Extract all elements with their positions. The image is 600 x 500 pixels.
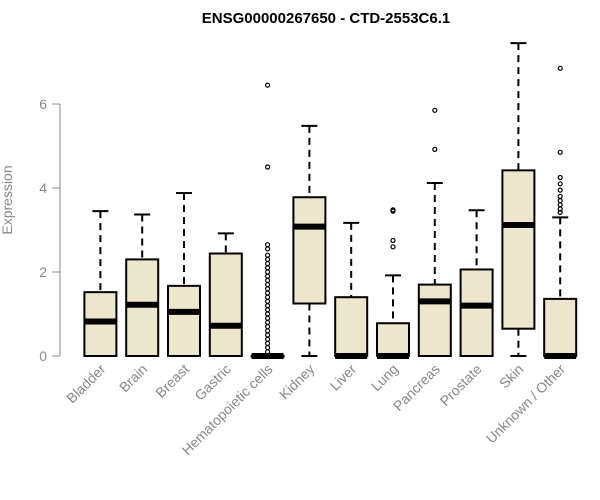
outlier-point (265, 303, 271, 309)
iqr-box (376, 322, 410, 357)
y-tick-label: 6 (39, 96, 47, 112)
outlier-point (557, 193, 563, 199)
outlier-point (265, 261, 271, 267)
outlier-point (265, 286, 271, 292)
outlier-point (265, 294, 271, 300)
iqr-box (543, 297, 578, 358)
outlier-point (557, 187, 563, 193)
outlier-point (557, 149, 563, 155)
outlier-point (265, 307, 271, 313)
x-tick-label: Skin (496, 361, 527, 392)
y-tick-label: 2 (39, 264, 47, 280)
outlier-point (265, 273, 271, 279)
outlier-point (557, 181, 563, 187)
outlier-point (557, 198, 563, 204)
outlier-point (265, 319, 271, 325)
box-hematopoietic-cells (250, 82, 285, 359)
iqr-box (459, 268, 494, 358)
boxes-group (83, 42, 578, 359)
outlier-point (265, 315, 271, 321)
outlier-point (265, 269, 271, 275)
outlier-point (265, 82, 271, 88)
outlier-point (265, 256, 271, 262)
iqr-box (292, 196, 327, 305)
outlier-point (265, 290, 271, 296)
outlier-point (265, 298, 271, 304)
outlier-point (265, 311, 271, 317)
outlier-point (265, 246, 271, 252)
y-axis-label: Expression (0, 165, 15, 234)
box-pancreas (417, 107, 452, 358)
outlier-point (265, 336, 271, 342)
outlier-point (265, 340, 271, 346)
box-lung (376, 207, 410, 359)
iqr-box (334, 296, 369, 358)
outlier-point (265, 282, 271, 288)
outlier-point (265, 265, 271, 271)
box-bladder (83, 210, 118, 358)
x-tick-label: Liver (327, 361, 360, 394)
box-gastric (208, 232, 243, 358)
x-tick-label: Unknown / Other (483, 361, 569, 447)
x-tick-label: Brain (116, 361, 150, 395)
box-unknown-other (543, 65, 578, 359)
y-axis: 0 2 4 6 (39, 96, 61, 364)
x-tick-label: Lung (368, 361, 401, 394)
outlier-point (390, 237, 396, 244)
outlier-point (557, 202, 563, 208)
outlier-point (265, 252, 271, 258)
x-tick-label: Prostate (437, 361, 485, 409)
outlier-point (432, 146, 438, 152)
outlier-point (557, 209, 563, 215)
iqr-box (417, 283, 452, 358)
x-tick-label: Bladder (63, 361, 109, 407)
box-skin (501, 42, 536, 357)
outlier-point (557, 174, 563, 181)
iqr-box (167, 284, 201, 357)
outlier-point (557, 65, 563, 71)
box-liver (334, 221, 369, 359)
box-brain (125, 213, 160, 357)
y-tick-label: 0 (39, 348, 47, 364)
iqr-box (208, 252, 243, 358)
outlier-point (390, 208, 396, 214)
outlier-point (390, 244, 396, 250)
outlier-point (265, 242, 271, 248)
x-tick-label: Breast (152, 361, 192, 401)
outlier-point (265, 345, 271, 351)
outlier-point (265, 328, 271, 334)
outlier-point (432, 107, 438, 113)
outlier-point (265, 164, 271, 170)
x-tick-label: Kidney (276, 361, 318, 403)
outlier-point (557, 206, 563, 212)
outlier-point (265, 349, 271, 355)
box-breast (167, 192, 201, 357)
box-prostate (459, 209, 494, 358)
outlier-point (265, 277, 271, 283)
box-kidney (292, 124, 327, 357)
y-tick-label: 4 (39, 180, 47, 196)
iqr-box (501, 169, 536, 330)
outlier-point (265, 324, 271, 330)
chart-title: ENSG00000267650 - CTD-2553C6.1 (202, 10, 450, 27)
outlier-point (265, 332, 271, 338)
